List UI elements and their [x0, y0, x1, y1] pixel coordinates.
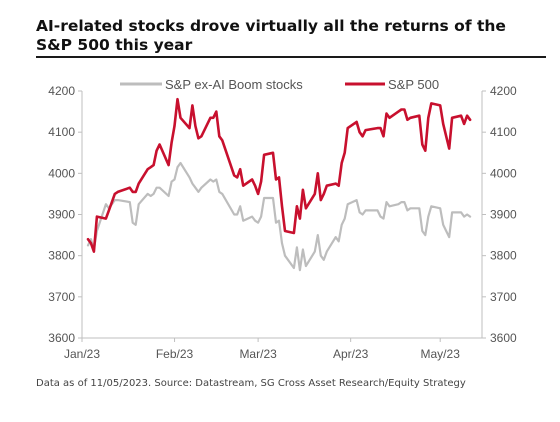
y-tick-label-left: 4100 — [48, 125, 75, 139]
y-tick-label-left: 3900 — [48, 208, 75, 222]
x-tick-label: May/23 — [421, 347, 461, 361]
y-tick-label-right: 4000 — [490, 166, 517, 180]
y-tick-label-left: 4000 — [48, 166, 75, 180]
y-tick-label-right: 4200 — [490, 84, 517, 98]
y-tick-label-right: 4100 — [490, 125, 517, 139]
legend-label-sp-ex-ai: S&P ex-AI Boom stocks — [165, 77, 303, 92]
y-tick-label-right: 3600 — [490, 331, 517, 345]
y-tick-label-left: 4200 — [48, 84, 75, 98]
x-tick-label: Feb/23 — [156, 347, 194, 361]
line-chart: 3600 3700 3800 3900 4000 4100 4200 3600 3700 3800… — [48, 77, 517, 361]
legend-label-sp500: S&P 500 — [388, 77, 439, 92]
x-tick-label: Mar/23 — [239, 347, 277, 361]
x-tick-label: Jan/23 — [64, 347, 100, 361]
y-tick-label-right: 3800 — [490, 249, 517, 263]
y-tick-label-left: 3600 — [48, 331, 75, 345]
source-note: Data as of 11/05/2023. Source: Datastrea… — [36, 378, 466, 389]
title-underline — [36, 56, 546, 58]
y-tick-label-right: 3900 — [490, 208, 517, 222]
y-tick-label-right: 3700 — [490, 290, 517, 304]
chart-title: AI-related stocks drove virtually all th… — [36, 17, 506, 54]
y-tick-label-left: 3700 — [48, 290, 75, 304]
series-line-sp-ex-ai — [86, 161, 472, 272]
y-tick-label-left: 3800 — [48, 249, 75, 263]
series-line-sp500 — [86, 97, 472, 253]
x-tick-label: Apr/23 — [333, 347, 369, 361]
